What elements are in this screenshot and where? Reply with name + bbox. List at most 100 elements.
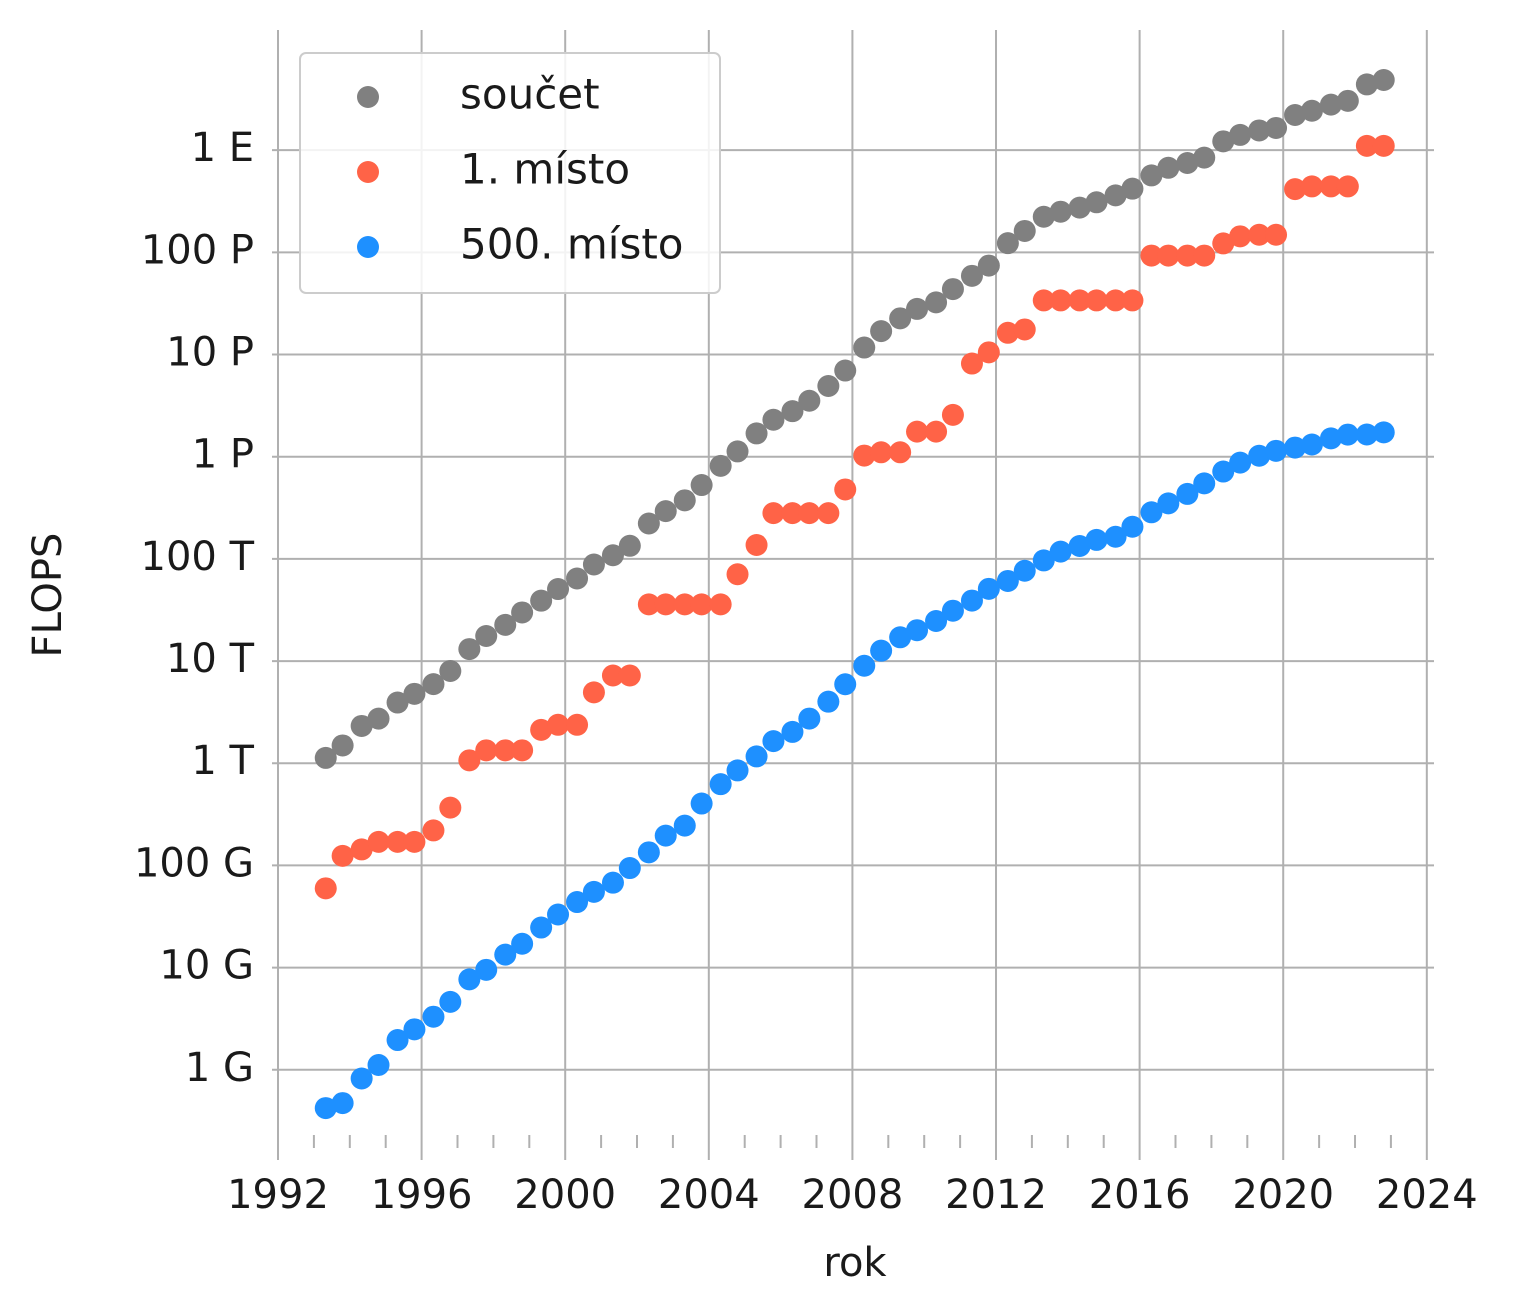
point: [1248, 119, 1271, 142]
point: [1104, 184, 1127, 207]
point: [1372, 69, 1395, 92]
point: [1300, 433, 1323, 456]
point: [511, 739, 534, 762]
point: [1248, 223, 1271, 246]
point: [530, 916, 553, 939]
point: [762, 730, 785, 753]
point: [637, 841, 660, 864]
point: [853, 654, 876, 677]
point: [996, 569, 1019, 592]
point: [798, 502, 821, 525]
point: [1284, 178, 1307, 201]
point: [1068, 196, 1091, 219]
point: [690, 474, 713, 497]
x-tick-label: 2012: [945, 1172, 1047, 1218]
point: [1355, 134, 1378, 157]
point: [367, 707, 390, 730]
point: [367, 1053, 390, 1076]
point: [798, 389, 821, 412]
point: [582, 553, 605, 576]
point: [889, 441, 912, 464]
point: [941, 599, 964, 622]
y-axis-label: FLOPS: [25, 533, 71, 658]
point: [1265, 116, 1288, 139]
point: [1140, 164, 1163, 187]
point: [1013, 318, 1036, 341]
point: [1068, 534, 1091, 557]
point: [1372, 134, 1395, 157]
point: [618, 664, 641, 687]
point: [618, 534, 641, 557]
legend-label: 500. místo: [460, 220, 684, 269]
point: [1104, 289, 1127, 312]
point: [530, 589, 553, 612]
y-tick-label: 100 P: [141, 227, 254, 273]
point: [1176, 244, 1199, 267]
point: [475, 739, 498, 762]
legend-box: [299, 52, 721, 294]
point: [817, 502, 840, 525]
point: [1212, 232, 1235, 255]
point: [1319, 427, 1342, 450]
point: [475, 958, 498, 981]
point: [690, 593, 713, 616]
point: [834, 478, 857, 501]
point: [547, 578, 570, 601]
point: [475, 624, 498, 647]
x-tick-label: 1996: [371, 1172, 473, 1218]
point: [977, 341, 1000, 364]
point: [726, 563, 749, 586]
series: [314, 421, 1395, 1120]
point: [637, 593, 660, 616]
point: [1193, 146, 1216, 169]
point: [494, 613, 517, 636]
point: [350, 838, 373, 861]
point: [781, 400, 804, 423]
x-tick-label: 2020: [1232, 1172, 1334, 1218]
point: [1013, 559, 1036, 582]
point: [1300, 99, 1323, 122]
point: [925, 420, 948, 443]
x-tick-label: 2016: [1089, 1172, 1191, 1218]
point: [1140, 501, 1163, 524]
point: [1032, 289, 1055, 312]
y-tick-label: 1 P: [192, 432, 254, 478]
y-tick-label: 10 G: [159, 943, 254, 989]
point: [977, 577, 1000, 600]
point: [530, 718, 553, 741]
point: [582, 681, 605, 704]
point: [870, 639, 893, 662]
point: [906, 420, 929, 443]
point: [314, 877, 337, 900]
point: [798, 707, 821, 730]
point: [889, 626, 912, 649]
point: [1265, 439, 1288, 462]
legend-marker: [357, 86, 379, 108]
point: [817, 690, 840, 713]
point: [637, 512, 660, 535]
point: [996, 321, 1019, 344]
point: [690, 792, 713, 815]
point: [1049, 200, 1072, 223]
y-tick-label: 1 E: [191, 125, 254, 171]
point: [726, 440, 749, 463]
point: [1212, 460, 1235, 483]
legend: součet 1. místo 500. místo: [299, 52, 721, 294]
point: [350, 714, 373, 737]
y-tick-label: 10 P: [166, 330, 254, 376]
series: [314, 69, 1395, 769]
point: [1229, 225, 1252, 248]
point: [889, 307, 912, 330]
point: [745, 533, 768, 556]
point: [386, 1029, 409, 1052]
point: [870, 320, 893, 343]
x-tick-label: 2000: [514, 1172, 616, 1218]
series: [314, 134, 1395, 900]
point: [386, 691, 409, 714]
point: [1085, 528, 1108, 551]
point: [1157, 156, 1180, 179]
point: [1157, 492, 1180, 515]
point: [1013, 219, 1036, 242]
y-tick-label: 1 T: [191, 738, 254, 784]
point: [781, 502, 804, 525]
